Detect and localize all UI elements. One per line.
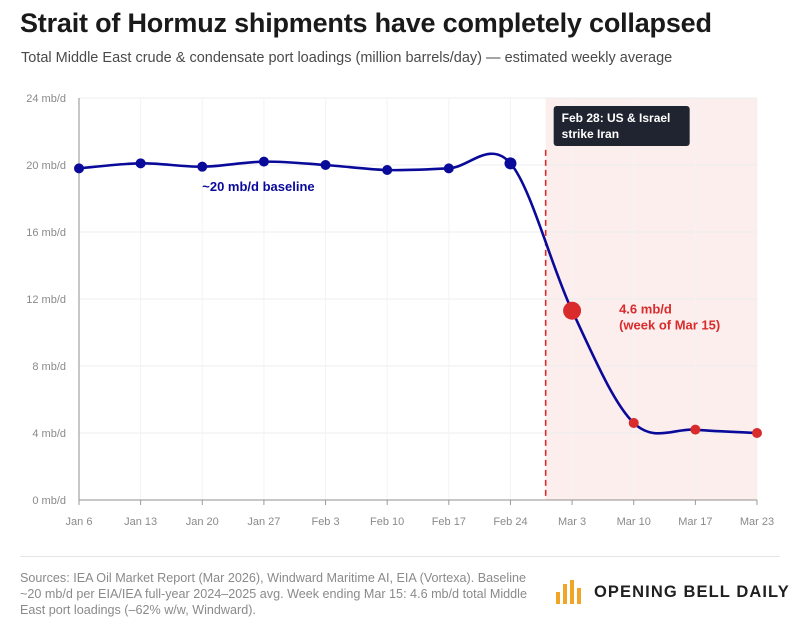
data-point: [320, 160, 331, 170]
data-point: [382, 165, 393, 176]
event-label-line-1: Feb 28: US & Israel: [562, 111, 671, 125]
x-tick-label: Jan 27: [247, 516, 280, 528]
callout-annotation-line-2: (week of Mar 15): [619, 318, 720, 333]
x-tick-label: Jan 6: [66, 516, 93, 528]
sources-line-3: East port loadings (–62% w/w, Windward).: [20, 603, 256, 617]
data-point: [628, 417, 639, 428]
x-tick-label: Feb 24: [493, 516, 527, 528]
data-point: [690, 424, 701, 435]
x-tick-label: Feb 3: [311, 516, 339, 528]
x-tick-label: Mar 10: [617, 516, 651, 528]
x-tick-label: Jan 20: [186, 516, 219, 528]
data-point: [504, 157, 517, 170]
y-tick-label: 12 mb/d: [26, 294, 66, 306]
event-label-line-2: strike Iran: [562, 127, 619, 141]
y-tick-label: 16 mb/d: [26, 227, 66, 239]
x-tick-label: Jan 13: [124, 516, 157, 528]
brand-name: OPENING BELL DAILY: [594, 582, 790, 601]
baseline-annotation: ~20 mb/d baseline: [202, 179, 314, 194]
footer-divider: [20, 556, 780, 557]
x-tick-label: Feb 10: [370, 516, 404, 528]
data-point: [258, 156, 269, 167]
x-tick-label: Mar 17: [678, 516, 712, 528]
event-label-box: [553, 106, 690, 146]
y-tick-label: 4 mb/d: [32, 428, 66, 440]
bar-chart-icon: [556, 580, 584, 604]
sources-line-2: ~20 mb/d per EIA/IEA full-year 2024–2025…: [20, 587, 527, 601]
chart-title: Strait of Hormuz shipments have complete…: [20, 8, 712, 38]
chart-subtitle: Total Middle East crude & condensate por…: [21, 50, 673, 66]
x-tick-label: Mar 23: [740, 516, 774, 528]
x-tick-label: Feb 17: [432, 516, 466, 528]
y-tick-label: 20 mb/d: [26, 160, 66, 172]
data-point: [197, 161, 208, 172]
data-point: [443, 163, 454, 174]
data-point: [752, 428, 762, 438]
data-point: [563, 301, 582, 320]
data-point: [74, 163, 84, 174]
y-tick-label: 8 mb/d: [32, 361, 66, 373]
sources-line-1: Sources: IEA Oil Market Report (Mar 2026…: [20, 571, 527, 585]
sources-note: Sources: IEA Oil Market Report (Mar 2026…: [20, 570, 550, 618]
line-chart: 0 mb/d 4 mb/d 8 mb/d 12 mb/d 16 mb/d 20 mb/d 2…: [26, 93, 774, 528]
callout-annotation-line-1: 4.6 mb/d: [619, 302, 672, 317]
y-tick-label: 24 mb/d: [26, 93, 66, 105]
data-point: [135, 158, 146, 169]
x-tick-label: Mar 3: [558, 516, 586, 528]
brand-logo: OPENING BELL DAILY: [556, 580, 790, 604]
y-tick-label: 0 mb/d: [32, 495, 66, 507]
